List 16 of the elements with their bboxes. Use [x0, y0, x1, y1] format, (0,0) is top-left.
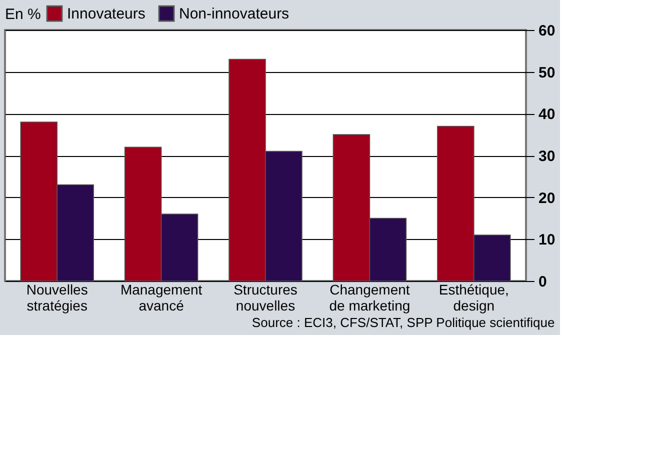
- legend-label: Non-innovateurs: [179, 6, 290, 23]
- x-tick-label: Changement de marketing: [329, 282, 410, 314]
- y-tick-label: 50: [538, 64, 556, 82]
- y-tick-label: 0: [538, 274, 547, 290]
- x-tick-label: Nouvelles stratégies: [26, 282, 88, 314]
- x-tick-label: Management avancé: [120, 282, 202, 314]
- source-note: Source : ECI3, CFS/STAT, SPP Politique scientifique: [252, 315, 555, 330]
- y-tick-label: 10: [538, 232, 556, 249]
- y-tick-label: 30: [538, 148, 556, 165]
- legend-label: Innovateurs: [67, 6, 146, 23]
- legend-title: En %: [5, 6, 41, 23]
- y-tick-label: 40: [538, 106, 556, 124]
- x-tick-label: Esthétique, design: [438, 282, 509, 314]
- y-tick-label: 60: [538, 22, 556, 40]
- y-tick-label: 20: [538, 190, 556, 207]
- x-tick-label: Structures nouvelles: [234, 282, 298, 314]
